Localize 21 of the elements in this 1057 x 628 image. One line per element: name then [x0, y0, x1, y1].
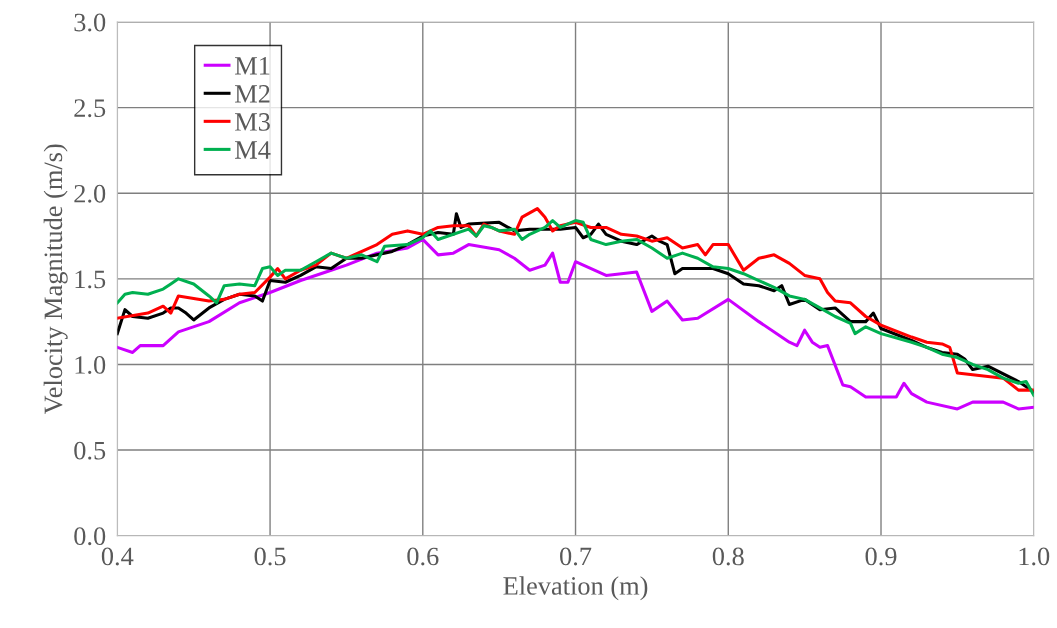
legend-label: M2 — [235, 85, 270, 103]
y-axis-title: Velocity Magnitude (m/s) — [43, 144, 68, 415]
y-tick-label: 1.0 — [75, 356, 106, 374]
legend-label: M3 — [235, 113, 270, 131]
y-tick-label: 0.0 — [74, 527, 106, 546]
y-tick-label: 2.5 — [74, 99, 106, 118]
x-tick-label: 0.5 — [254, 547, 286, 566]
line-series — [117, 237, 1034, 411]
x-tick-label: 0.6 — [407, 547, 439, 566]
x-tick-label: 0.4 — [101, 547, 134, 566]
y-tick-label: 3.0 — [74, 13, 106, 32]
y-tick-label: 2.0 — [74, 184, 106, 203]
x-tick-label: 0.8 — [712, 547, 744, 566]
x-axis-title: Elevation (m) — [503, 576, 648, 601]
x-tick-label: 1.0 — [1019, 547, 1050, 566]
legend-label: M4 — [235, 141, 271, 159]
y-tick-label: 1.5 — [75, 270, 106, 289]
legend-label: M1 — [235, 57, 270, 75]
y-tick-label: 0.5 — [74, 441, 106, 460]
x-tick-label: 0.9 — [865, 547, 897, 566]
x-tick-label: 0.7 — [560, 547, 592, 566]
